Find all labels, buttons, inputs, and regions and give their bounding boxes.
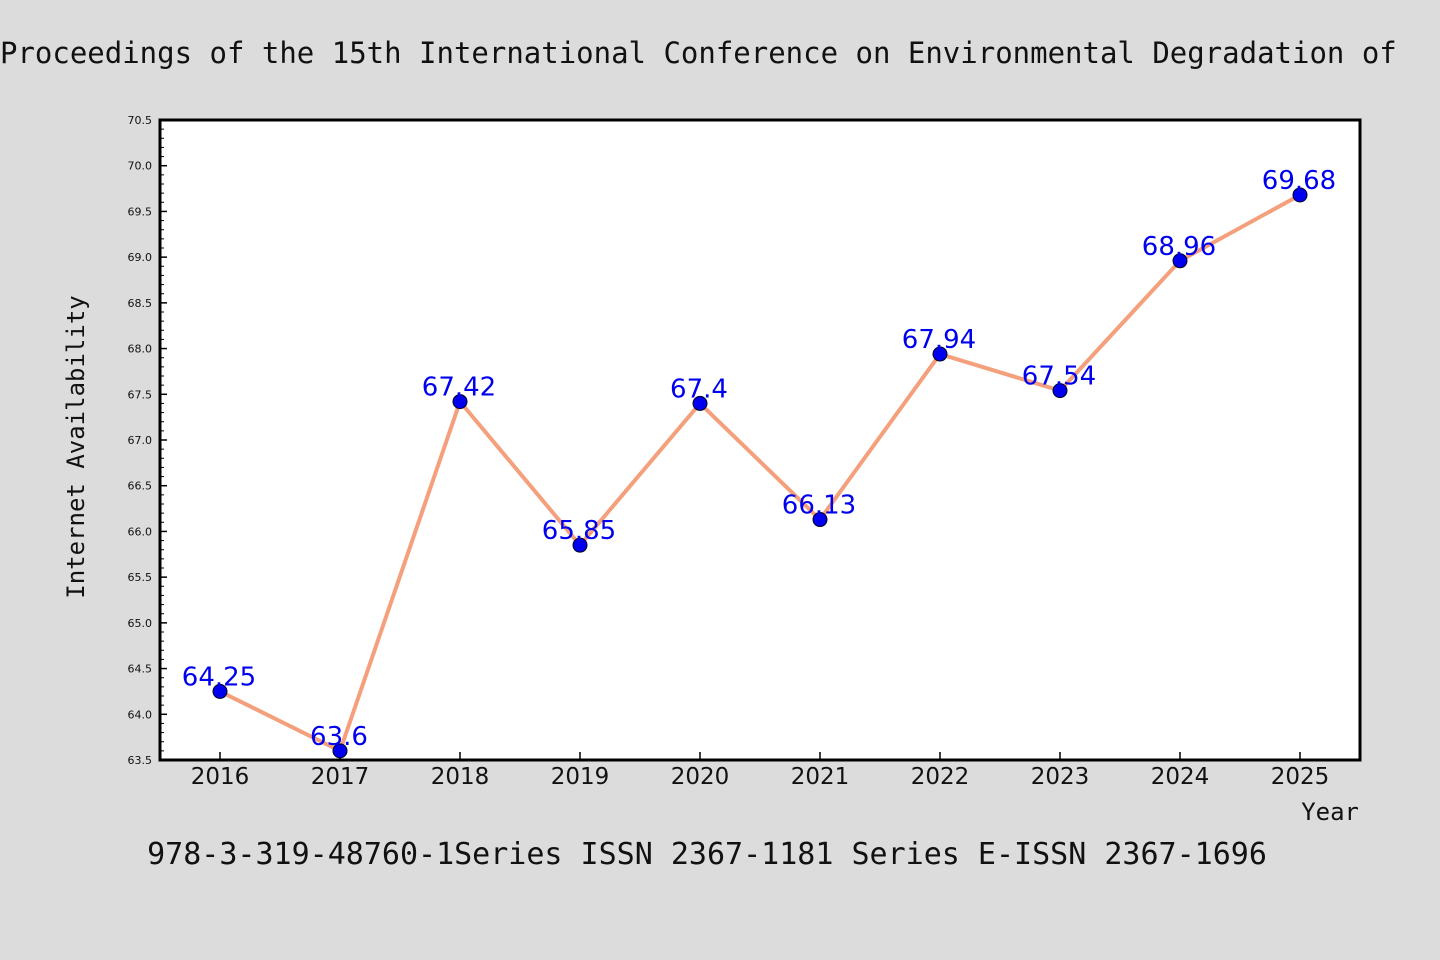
plot-frame: [158, 118, 1362, 762]
series-line: [218, 192, 1302, 753]
plot-area: [160, 120, 1360, 760]
y-tick-label: 64.0: [128, 708, 153, 721]
y-tick-label: 67.5: [128, 388, 153, 401]
y-tick-label: 64.5: [128, 663, 153, 676]
y-tick-label: 68.0: [128, 343, 153, 356]
x-axis-label: Year: [1301, 798, 1359, 826]
y-tick-label: 69.5: [128, 205, 153, 218]
data-point-marker: [932, 346, 948, 362]
x-tick-label: 2022: [911, 764, 970, 790]
y-tick-label: 63.5: [128, 754, 153, 767]
y-tick-label: 65.0: [128, 617, 153, 630]
data-point-label: 68.96: [1142, 232, 1216, 262]
data-point-label: 69.68: [1262, 166, 1336, 196]
x-tick-label: 2019: [551, 764, 610, 790]
x-tick-label: 2020: [671, 764, 730, 790]
data-point-marker: [1052, 383, 1068, 399]
data-point-marker: [692, 395, 708, 411]
data-point-marker: [212, 683, 228, 699]
y-tick-label: 70.0: [128, 160, 153, 173]
data-point-marker: [1292, 187, 1308, 203]
y-tick-label: 68.5: [128, 297, 153, 310]
data-point-marker: [452, 394, 468, 410]
y-tick-label: 66.0: [128, 525, 153, 538]
chart-title: Proceedings of the 15th International Co…: [0, 36, 1397, 70]
data-labels: 64.25 63.6 67.42 65.85 67.4 66.13 67.94 67.54 68…: [182, 166, 1336, 752]
y-tick-label: 67.0: [128, 434, 153, 447]
data-point-marker: [1172, 253, 1188, 269]
x-tick-label: 2025: [1271, 764, 1330, 790]
y-axis: 63.5 64.0 64.5 65.0 65.5 66.0 66.5 67.0 67.5 68.0…: [128, 114, 167, 767]
data-point-label: 64.25: [182, 662, 256, 692]
data-point-label: 67.54: [1022, 362, 1096, 392]
y-tick-label: 69.0: [128, 251, 153, 264]
x-tick-label: 2016: [191, 764, 250, 790]
x-tick-label: 2018: [431, 764, 490, 790]
data-point-label: 67.42: [422, 373, 496, 403]
x-tick-label: 2017: [311, 764, 370, 790]
data-point-marker: [572, 537, 588, 553]
x-tick-label: 2021: [791, 764, 850, 790]
data-point-label: 66.13: [782, 491, 856, 521]
y-axis-label: Internet Availability: [62, 295, 90, 598]
data-point-marker: [812, 512, 828, 528]
footer-isbn-text: 978-3-319-48760-1Series ISSN 2367-1181 S…: [147, 837, 1267, 872]
y-tick-label: 65.5: [128, 571, 153, 584]
data-point-label: 67.4: [670, 374, 728, 404]
x-tick-label: 2024: [1151, 764, 1210, 790]
data-point-label: 65.85: [542, 516, 616, 546]
data-point-marker: [332, 743, 348, 759]
data-point-label: 67.94: [902, 325, 976, 355]
x-tick-label: 2023: [1031, 764, 1090, 790]
y-tick-label: 70.5: [128, 114, 153, 127]
data-point-label: 63.6: [310, 722, 368, 752]
y-tick-label: 66.5: [128, 480, 153, 493]
series-layer: [212, 187, 1308, 759]
